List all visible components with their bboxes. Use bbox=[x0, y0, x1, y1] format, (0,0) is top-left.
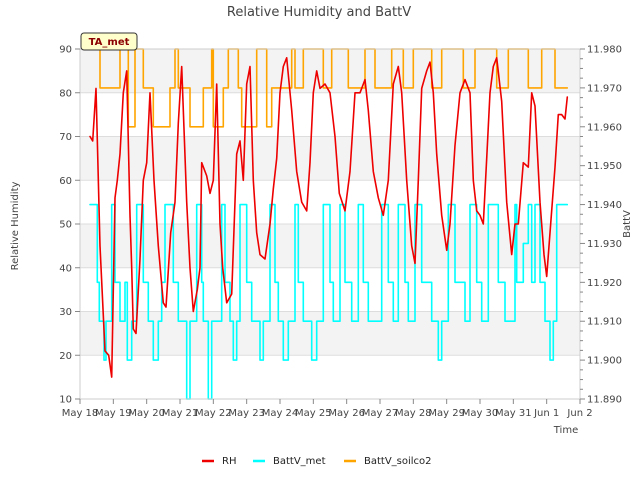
series-line-rh bbox=[89, 56, 569, 378]
x-tick-label: May 31 bbox=[495, 408, 532, 419]
y-left-tick-label: 30 bbox=[59, 307, 72, 318]
y-left-tick-label: 90 bbox=[59, 45, 72, 56]
chart-title: Relative Humidity and BattV bbox=[227, 5, 411, 20]
x-tick-label: May 28 bbox=[395, 408, 432, 419]
background-band bbox=[80, 355, 580, 399]
background-band bbox=[80, 311, 580, 356]
background-band bbox=[80, 136, 580, 181]
x-tick-label: May 27 bbox=[362, 408, 399, 419]
x-tick-label: May 19 bbox=[95, 408, 132, 419]
x-axis-label: Time bbox=[553, 425, 578, 436]
y-right-tick-label: 11.920 bbox=[587, 278, 622, 289]
y-right-tick-label: 11.930 bbox=[587, 239, 622, 250]
y-right-tick-label: 11.910 bbox=[587, 317, 622, 328]
x-tick-label: May 29 bbox=[428, 408, 465, 419]
y-left-tick-label: 50 bbox=[59, 220, 72, 231]
y-right-tick-label: 11.940 bbox=[587, 200, 622, 211]
series-layer bbox=[89, 48, 569, 400]
badge-box bbox=[80, 32, 138, 51]
series-line-battv-met bbox=[89, 203, 569, 400]
background-band bbox=[80, 49, 580, 93]
y-left-tick-label: 60 bbox=[59, 176, 72, 187]
station-badge: TA_met bbox=[80, 32, 138, 51]
legend: RH BattV_met BattV_soilco2 bbox=[202, 456, 432, 467]
y-right-tick-label: 11.960 bbox=[587, 122, 622, 133]
x-tick-label: Jun 2 bbox=[566, 408, 592, 419]
y-axis-right-label: BattV bbox=[622, 210, 633, 238]
x-tick-label: May 25 bbox=[295, 408, 332, 419]
y-axis-left-label: Relative Humidity bbox=[10, 182, 21, 271]
legend-label-battv-soilco2: BattV_soilco2 bbox=[364, 456, 432, 467]
y-right-tick-label: 11.980 bbox=[587, 45, 622, 56]
x-tick-label: May 26 bbox=[328, 408, 365, 419]
y-right-tick-label: 11.890 bbox=[587, 395, 622, 406]
y-axis-left: 10 20 30 40 50 60 70 80 90 bbox=[59, 45, 80, 406]
y-axis-right: 11.890 11.900 11.910 11.920 11.930 11.940 11.9… bbox=[580, 45, 622, 406]
x-tick-label: May 24 bbox=[262, 408, 299, 419]
y-right-tick-label: 11.900 bbox=[587, 356, 622, 367]
x-tick-label: May 23 bbox=[228, 408, 265, 419]
y-right-tick-label: 11.970 bbox=[587, 83, 622, 94]
series-line-battv-soilco2 bbox=[89, 48, 569, 128]
y-left-tick-label: 20 bbox=[59, 351, 72, 362]
x-tick-label: May 21 bbox=[162, 408, 199, 419]
x-tick-label: Jun 1 bbox=[533, 408, 559, 419]
y-right-tick-label: 11.950 bbox=[587, 161, 622, 172]
x-tick-label: May 20 bbox=[128, 408, 165, 419]
y-left-tick-label: 80 bbox=[59, 88, 72, 99]
x-tick-label: May 22 bbox=[195, 408, 232, 419]
background-band bbox=[80, 92, 580, 137]
y-left-tick-label: 40 bbox=[59, 263, 72, 274]
y-left-tick-label: 70 bbox=[59, 132, 72, 143]
x-tick-label: May 18 bbox=[62, 408, 99, 419]
y-left-tick-label: 10 bbox=[59, 395, 72, 406]
legend-label-battv-met: BattV_met bbox=[273, 456, 326, 467]
legend-label-rh: RH bbox=[222, 456, 236, 467]
badge-label: TA_met bbox=[89, 37, 130, 48]
x-tick-label: May 30 bbox=[462, 408, 499, 419]
